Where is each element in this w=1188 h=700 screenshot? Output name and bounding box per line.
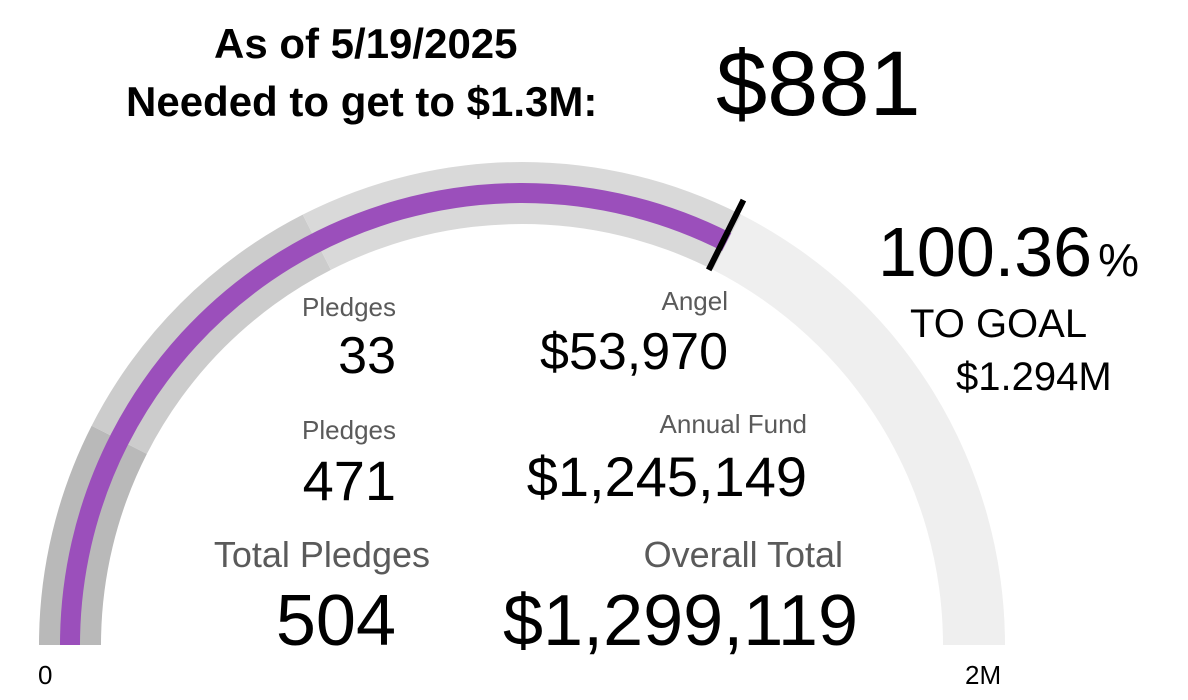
gauge-band-3 — [302, 161, 742, 270]
angel-pledges-label: Pledges — [302, 292, 396, 322]
percent-value: 100.36 — [878, 213, 1093, 291]
gauge-target-marker — [706, 198, 747, 272]
annual-pledges-label: Pledges — [302, 415, 396, 445]
gauge-bands — [39, 161, 1005, 645]
gauge-band-4 — [713, 214, 1005, 645]
overall-total-value: $1,299,119 — [502, 581, 858, 661]
angel-pledges-value: 33 — [338, 327, 396, 385]
date-line: As of 5/19/2025 — [214, 20, 518, 67]
annual-pledges-value: 471 — [302, 449, 396, 512]
goal-marker-label: $1.294M — [956, 355, 1112, 399]
total-pledges-value: 504 — [275, 581, 396, 661]
gauge-max-label: 2M — [965, 660, 1002, 690]
overall-total-label: Overall Total — [643, 534, 843, 575]
percent-sign: % — [1098, 234, 1140, 286]
to-goal-label: TO GOAL — [910, 302, 1088, 346]
angel-label: Angel — [661, 286, 729, 316]
needed-line: Needed to get to $1.3M: — [126, 78, 598, 125]
gauge-value-arc — [60, 183, 732, 646]
annual-fund-label: Annual Fund — [659, 409, 807, 439]
needed-value: $881 — [716, 33, 921, 135]
angel-value: $53,970 — [540, 323, 728, 381]
gauge-min-label: 0 — [38, 660, 53, 690]
annual-fund-value: $1,245,149 — [526, 445, 807, 508]
total-pledges-label: Total Pledges — [213, 534, 430, 575]
percent-to-goal: 100.36% — [878, 212, 1139, 292]
